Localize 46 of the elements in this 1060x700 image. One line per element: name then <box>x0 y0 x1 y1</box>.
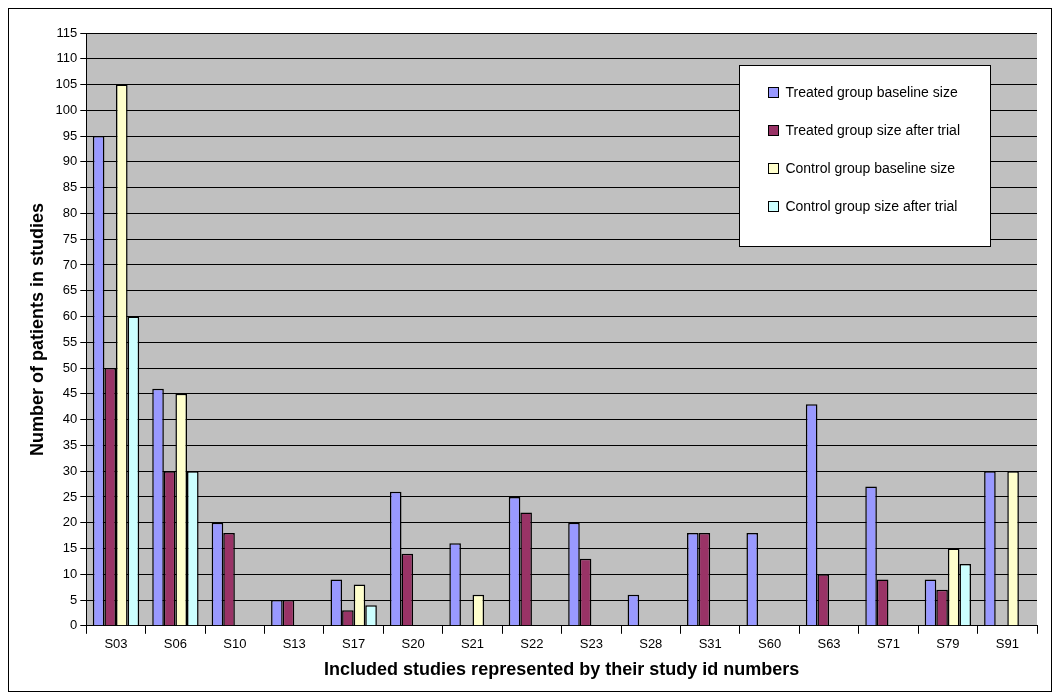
y-tick-label: 25 <box>62 488 78 504</box>
y-tick-label: 10 <box>62 565 78 581</box>
y-tick-label: 65 <box>62 282 78 298</box>
y-tick-label: 55 <box>62 333 78 349</box>
legend-label: Treated group size after trial <box>785 122 960 138</box>
y-tick-label: 60 <box>62 308 78 324</box>
x-tick-label: S17 <box>342 636 366 652</box>
y-tick-label: 110 <box>56 50 78 66</box>
x-tick-label: S10 <box>223 636 247 652</box>
y-tick-label: 0 <box>70 617 78 633</box>
x-tick-label: S71 <box>876 636 901 652</box>
y-tick-label: 75 <box>62 230 78 246</box>
y-tick-label: 100 <box>55 101 78 117</box>
x-tick-label: S63 <box>817 636 841 652</box>
y-tick-label: 95 <box>62 127 78 143</box>
x-tick-label: S60 <box>758 636 782 652</box>
y-tick-label: 5 <box>70 591 78 607</box>
y-tick-label: 70 <box>62 256 78 272</box>
x-tick-label: S79 <box>936 636 960 652</box>
y-tick-label: 30 <box>62 462 78 478</box>
x-tick-label: S22 <box>520 636 544 652</box>
x-tick-label: S91 <box>995 636 1019 652</box>
x-tick-label: S21 <box>460 636 485 652</box>
y-tick-label: 105 <box>55 76 78 92</box>
y-tick-label: 40 <box>62 411 78 427</box>
y-tick-label: 45 <box>62 385 78 401</box>
x-tick-label: S23 <box>579 636 603 652</box>
x-axis-title: Included studies represented by their study id numbers <box>324 659 800 680</box>
y-tick-label: 115 <box>56 24 78 40</box>
y-tick-label: 20 <box>62 514 78 530</box>
y-tick-label: 90 <box>62 153 78 169</box>
x-tick-label: S20 <box>401 636 425 652</box>
legend-label: Control group size after trial <box>785 198 958 214</box>
x-tick-label: S28 <box>639 636 663 652</box>
x-tick-label: S06 <box>163 636 187 652</box>
x-tick-label: S03 <box>104 636 128 652</box>
x-tick-label: S31 <box>698 636 722 652</box>
legend-label: Treated group baseline size <box>785 84 958 100</box>
y-axis-title: Number of patients in studies <box>26 202 47 456</box>
y-tick-label: 80 <box>62 205 78 220</box>
y-tick-label: 35 <box>62 436 78 452</box>
legend-label: Control group baseline size <box>785 160 956 176</box>
y-tick-label: 15 <box>62 540 78 556</box>
y-tick-label: 50 <box>62 359 78 375</box>
x-tick-label: S13 <box>282 636 306 652</box>
y-tick-label: 85 <box>62 179 78 195</box>
